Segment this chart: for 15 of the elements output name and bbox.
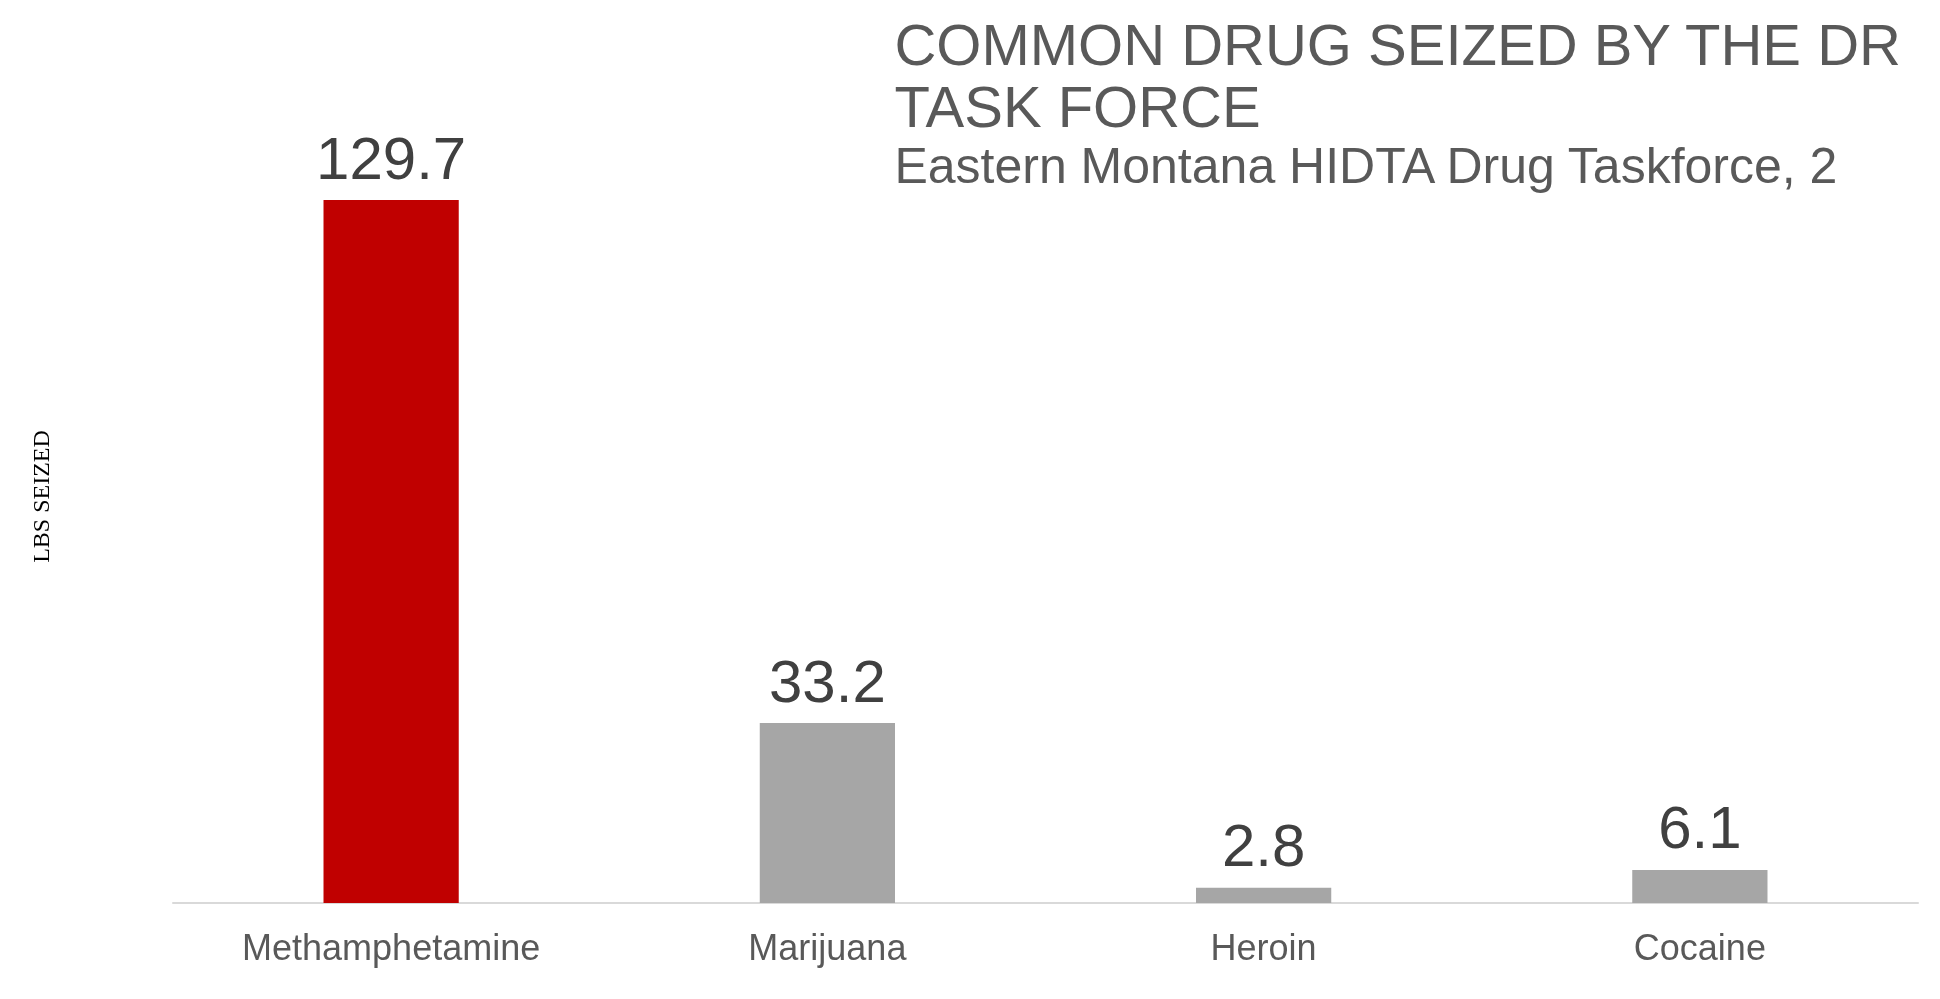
x-tick-label: Methamphetamine bbox=[242, 926, 541, 968]
bar bbox=[323, 200, 459, 903]
x-tick-label: Marijuana bbox=[748, 926, 908, 968]
data-label: 6.1 bbox=[1658, 794, 1742, 862]
bar bbox=[759, 723, 895, 903]
y-axis-title: LBS SEIZED bbox=[28, 430, 54, 563]
chart-title: COMMON DRUG SEIZED BY THE DR TASK FORCE bbox=[894, 11, 1901, 139]
bar bbox=[1196, 887, 1332, 903]
data-label: 129.7 bbox=[316, 124, 467, 192]
data-label: 2.8 bbox=[1221, 812, 1306, 880]
chart-subtitle: Eastern Montana HIDTA Drug Taskforce, 2 bbox=[894, 138, 1838, 194]
bar bbox=[1632, 869, 1768, 903]
x-tick-label: Heroin bbox=[1210, 926, 1317, 968]
x-tick-label: Cocaine bbox=[1633, 926, 1766, 968]
data-label: 33.2 bbox=[768, 647, 886, 715]
